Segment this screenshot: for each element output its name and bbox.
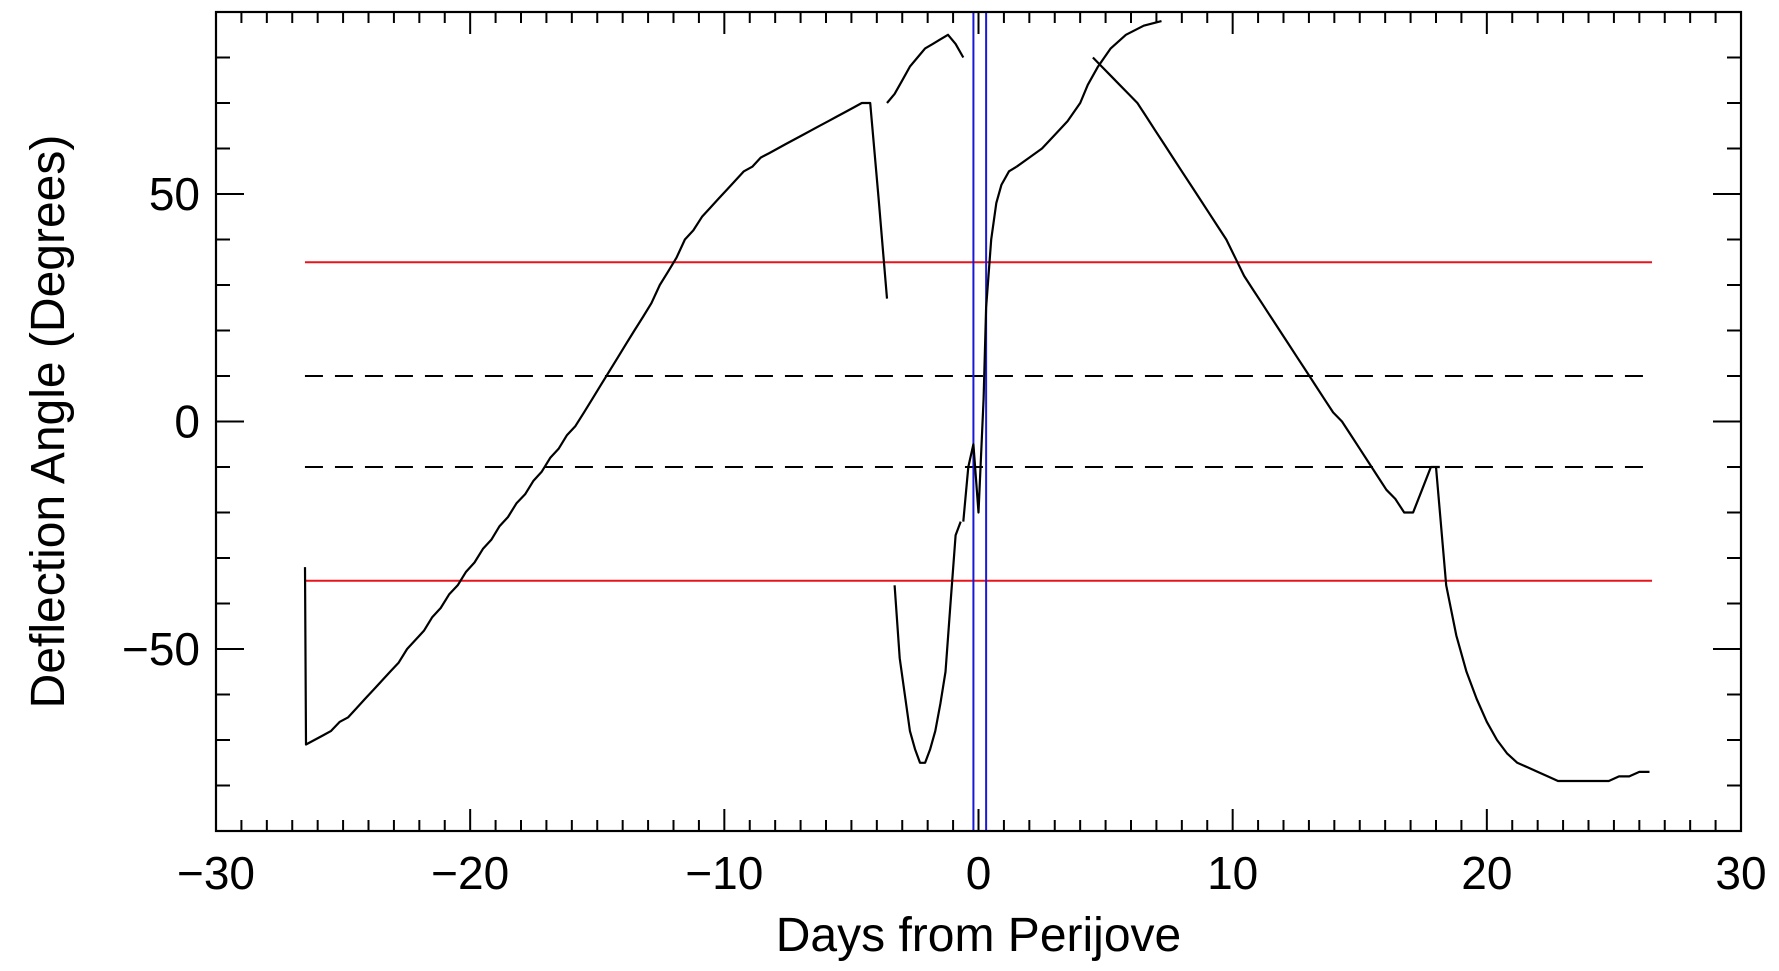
x-tick-label: −10	[685, 847, 763, 899]
series-line-segment-0	[303, 101, 889, 746]
series-line-segment-6	[1434, 466, 1650, 783]
reference-lines	[304, 12, 1653, 831]
x-axis-title: Days from Perijove	[776, 909, 1181, 962]
y-tick-label: −50	[122, 623, 200, 675]
x-tick-label: 30	[1715, 847, 1766, 899]
x-tick-label: 20	[1461, 847, 1512, 899]
series-line-segment-2	[893, 521, 962, 764]
series-line-segment-3	[962, 165, 1018, 522]
x-tick-label: −30	[177, 847, 255, 899]
plot-frame	[214, 10, 1743, 833]
series-line-segment-4	[1015, 20, 1162, 168]
y-axis-title: Deflection Angle (Degrees)	[22, 135, 75, 709]
x-tick-label: 10	[1207, 847, 1258, 899]
series-line-segment-1	[886, 33, 965, 104]
series-line-segment-5	[1092, 56, 1440, 514]
x-tick-label: −20	[431, 847, 509, 899]
y-tick-label: 0	[174, 396, 200, 448]
x-tick-label: 0	[966, 847, 992, 899]
data-series	[303, 20, 1650, 783]
axes: −30 −20 −10 0 10 20 30 −50 0 50	[122, 10, 1767, 899]
y-tick-label: 50	[149, 168, 200, 220]
